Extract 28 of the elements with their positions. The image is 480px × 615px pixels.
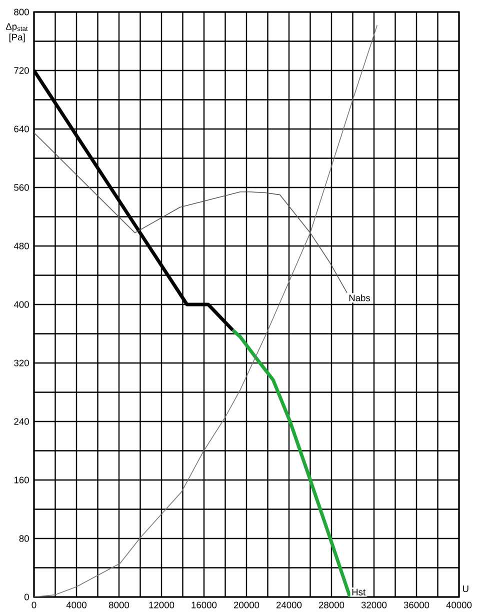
- y-tick-label: 560: [14, 184, 29, 191]
- y-tick-label: 80: [19, 535, 29, 542]
- y-tick-label: 0: [24, 594, 29, 600]
- x-tick-label: 0: [32, 602, 36, 608]
- x-tick-label: 40000: [446, 602, 472, 608]
- y-tick-label: 240: [14, 418, 29, 425]
- line-series: [34, 132, 348, 294]
- x-tick-label: 4000: [66, 602, 87, 608]
- x-axis-title: U: [462, 586, 468, 592]
- series-label: Hst: [352, 588, 366, 596]
- x-tick-label: 32000: [361, 602, 387, 608]
- x-tick-label: 12000: [149, 602, 174, 608]
- y-tick-label: 160: [14, 476, 29, 484]
- series-label: Nabs: [349, 294, 370, 302]
- y-tick-label: 720: [14, 67, 29, 74]
- y-tick-label: 480: [14, 242, 29, 250]
- x-tick-label: 8000: [109, 602, 130, 608]
- x-tick-label: 28000: [318, 602, 344, 608]
- y-tick-label: 640: [14, 126, 29, 132]
- x-tick-label: 24000: [276, 602, 302, 608]
- y-tick-label: 320: [14, 360, 29, 366]
- y-tick-label: 400: [14, 301, 29, 308]
- x-tick-label: 16000: [192, 602, 217, 608]
- y-tick-label: 800: [14, 8, 29, 16]
- x-tick-label: 36000: [404, 602, 430, 608]
- y-axis-title: Δp$_{stat}$ [Pa]: [6, 23, 28, 42]
- x-tick-label: 20000: [234, 602, 260, 608]
- line-series: [34, 24, 378, 597]
